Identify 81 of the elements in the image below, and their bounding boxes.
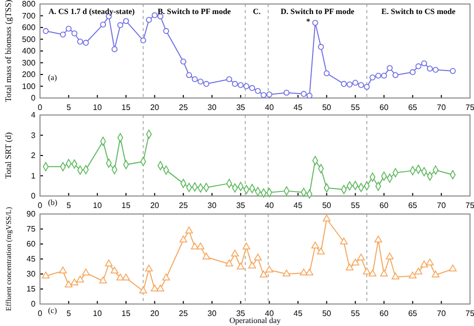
x-tick-label: 75: [466, 308, 474, 318]
x-tick-label: 10: [92, 102, 102, 112]
x-tick-label: 0: [38, 308, 43, 318]
x-tick-label: 30: [208, 308, 217, 318]
x-tick-label: 10: [92, 200, 102, 210]
x-tick-label: 20: [150, 200, 160, 210]
x-tick-label: 75: [466, 102, 474, 112]
x-tick-label: 70: [436, 102, 446, 112]
y-tick-label: 90: [26, 210, 36, 219]
x-tick-label: 55: [350, 102, 360, 112]
y-tick-label: 1: [30, 171, 36, 180]
x-tick-label: 0: [38, 200, 43, 210]
y-tick-label: 200: [22, 70, 36, 80]
y-tick-label: 600: [22, 23, 36, 32]
x-tick-label: 35: [236, 200, 246, 210]
y-axis-title: Total SRT (d): [3, 132, 13, 179]
text: (c): [48, 306, 58, 315]
x-tick-label: 0: [38, 102, 43, 112]
annotation: E. Switch to CS mode: [381, 7, 456, 16]
x-tick-label: 50: [322, 308, 332, 318]
y-tick-label: 75: [26, 224, 36, 234]
y-tick-label: 60: [26, 240, 36, 249]
x-tick-label: 40: [264, 308, 274, 318]
x-tick-label: 30: [208, 200, 217, 210]
x-tick-label: 40: [264, 200, 274, 210]
annotation: C.: [252, 7, 261, 16]
x-tick-label: 15: [122, 102, 131, 112]
x-tick-label: 5: [66, 200, 72, 210]
x-tick-label: 70: [436, 308, 446, 318]
y-tick-label: 15: [26, 284, 36, 294]
text: (b): [48, 198, 58, 207]
x-tick-label: 55: [350, 200, 360, 210]
y-tick-label: 3: [30, 130, 36, 140]
x-tick-label: 15: [122, 200, 131, 210]
x-tick-label: 20: [150, 102, 160, 112]
x-tick-label: 35: [236, 308, 246, 318]
x-tick-label: 65: [408, 200, 418, 210]
x-tick-label: 50: [322, 102, 332, 112]
y-tick-label: 0: [30, 300, 36, 309]
x-tick-label: 70: [436, 200, 446, 210]
y-tick-label: 100: [22, 82, 36, 91]
y-tick-label: 500: [22, 34, 36, 44]
x-tick-label: 65: [408, 308, 418, 318]
x-tick-label: 30: [208, 102, 217, 112]
y-tick-label: 30: [26, 270, 36, 279]
x-tick-label: 60: [380, 200, 389, 210]
annotation: A. CS 1.7 d (steady-state): [48, 7, 136, 16]
y-tick-label: 45: [26, 254, 36, 264]
y-tick-label: 300: [22, 58, 36, 68]
x-tick-label: 40: [264, 102, 274, 112]
x-tick-label: 20: [150, 308, 160, 318]
x-tick-label: 15: [122, 308, 131, 318]
y-axis-title: Total mass of biomass (gTSS): [3, 0, 13, 102]
y-tick-label: 0: [30, 94, 36, 103]
x-tick-label: 50: [322, 200, 332, 210]
x-tick-label: 25: [178, 102, 188, 112]
x-tick-label: 25: [178, 200, 188, 210]
x-tick-label: 60: [380, 308, 389, 318]
x-tick-label: 35: [236, 102, 246, 112]
annotation: D. Switch to PF mode: [280, 7, 355, 16]
y-tick-label: 2: [30, 151, 36, 160]
annotation: B. Switch to PF mode: [158, 7, 232, 16]
annotation: (a): [48, 73, 58, 82]
y-tick-label: 700: [22, 11, 36, 20]
y-tick-label: 0: [30, 192, 36, 201]
x-tick-label: 45: [294, 102, 303, 112]
x-tick-label: 75: [466, 200, 474, 210]
x-tick-label: 45: [294, 308, 303, 318]
annotation: *: [306, 16, 310, 26]
y-tick-label: 400: [22, 46, 36, 56]
x-axis-title: Operational day: [229, 316, 281, 325]
y-tick-label: 800: [22, 0, 36, 9]
x-tick-label: 25: [178, 308, 188, 318]
x-tick-label: 65: [408, 102, 418, 112]
x-tick-label: 55: [350, 308, 360, 318]
x-tick-label: 45: [294, 200, 303, 210]
x-tick-label: 10: [92, 308, 102, 318]
y-tick-label: 4: [30, 110, 36, 120]
x-tick-label: 5: [66, 102, 72, 112]
x-tick-label: 5: [66, 308, 72, 318]
x-tick-label: 60: [380, 102, 389, 112]
